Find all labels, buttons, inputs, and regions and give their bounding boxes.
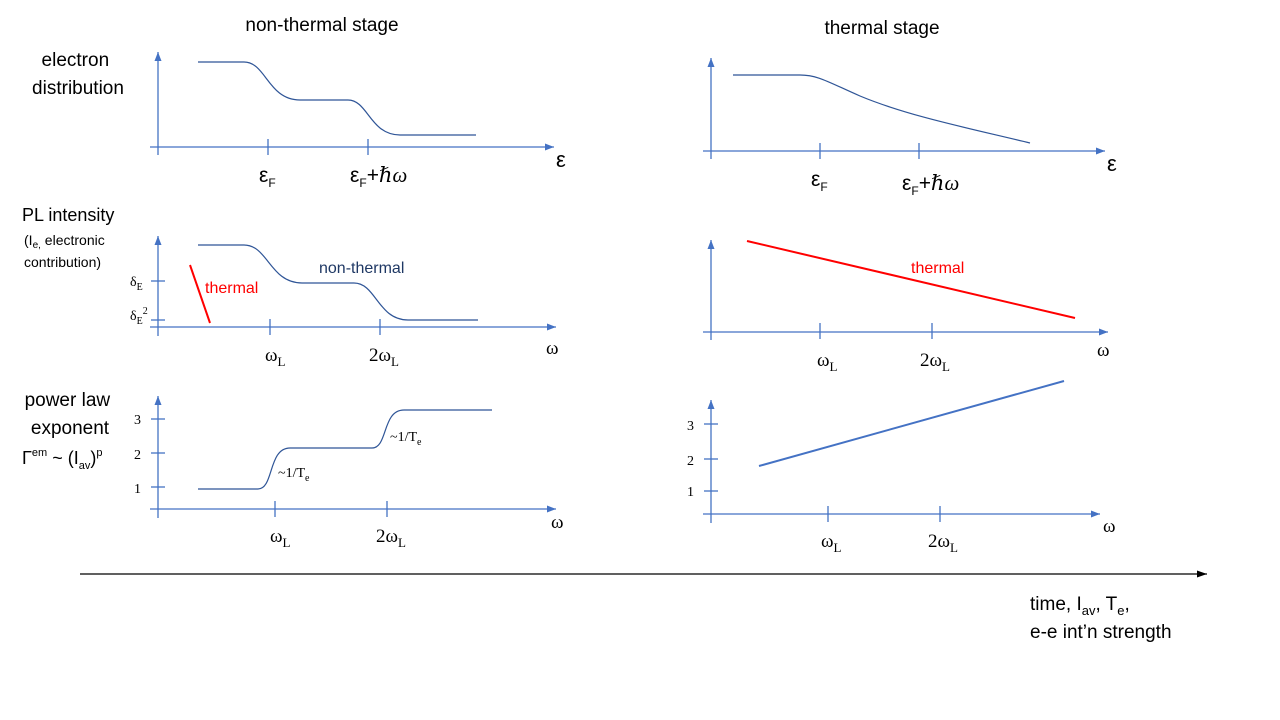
label-inv-te-2: ~1/Te xyxy=(390,430,422,448)
power-law-line xyxy=(758,380,1065,467)
timeline-label-line2: e-e int’n strength xyxy=(1030,622,1172,643)
label-thermal: thermal xyxy=(911,260,964,277)
power-law-formula: Γem ~ (Iav)p xyxy=(22,447,102,472)
x-axis-symbol: ε xyxy=(556,147,566,172)
label-omega-l: ωL xyxy=(265,345,286,369)
tick-label-1: 1 xyxy=(134,482,141,497)
row-label-power-law: power law exponent xyxy=(25,390,116,439)
row-label-pl-intensity-sub2: contribution) xyxy=(24,254,101,270)
tick-label-3: 3 xyxy=(134,413,141,428)
label-inv-te-1: ~1/Te xyxy=(278,466,310,484)
panel-pl-intensity-nonthermal: non-thermal thermal δE δE2 ω ωL 2ωL xyxy=(130,236,559,369)
label-thermal: thermal xyxy=(205,280,258,297)
panel-electron-distribution-thermal: ε εF εF+ℏω xyxy=(703,58,1117,198)
x-axis-symbol: ω xyxy=(551,512,564,533)
pl-nonthermal-curve xyxy=(198,244,478,321)
row-label-pl-intensity: PL intensity xyxy=(22,205,114,225)
x-axis-symbol: ε xyxy=(1107,151,1117,176)
label-eps-f: εF xyxy=(811,168,828,194)
timeline-label-line1: time, Iav, Te, xyxy=(1030,594,1130,618)
row-label-electron-distribution: electron distribution xyxy=(32,50,124,99)
row-label-pl-intensity-sub1: (Ie, electronic xyxy=(24,232,105,251)
power-law-curve xyxy=(198,409,492,490)
pl-thermal-line xyxy=(746,240,1076,319)
distribution-curve xyxy=(733,74,1031,144)
pl-thermal-line xyxy=(189,264,211,324)
tick-label-2: 2 xyxy=(134,448,141,463)
x-axis-symbol: ω xyxy=(546,338,559,359)
label-delta-e: δE xyxy=(130,275,143,293)
label-2omega-l: 2ωL xyxy=(920,350,950,374)
tick-label-1: 1 xyxy=(687,485,694,500)
panel-power-law-thermal: 1 2 3 ω ωL 2ωL xyxy=(687,380,1116,555)
left-column-title: non-thermal stage xyxy=(245,15,398,36)
panel-pl-intensity-thermal: thermal ω ωL 2ωL xyxy=(703,240,1110,374)
label-2omega-l: 2ωL xyxy=(376,526,406,550)
timeline: time, Iav, Te, e-e int’n strength xyxy=(80,570,1207,643)
x-axis-symbol: ω xyxy=(1103,516,1116,537)
label-non-thermal: non-thermal xyxy=(319,260,404,277)
label-omega-l: ωL xyxy=(821,531,842,555)
label-omega-l: ωL xyxy=(817,350,838,374)
label-2omega-l: 2ωL xyxy=(928,531,958,555)
x-axis-symbol: ω xyxy=(1097,340,1110,361)
tick-label-3: 3 xyxy=(687,419,694,434)
label-eps-f-plus-hw: εF+ℏω xyxy=(350,163,407,190)
panel-electron-distribution-nonthermal: ε εF εF+ℏω xyxy=(150,52,566,190)
label-delta-e-squared: δE2 xyxy=(130,306,148,327)
label-2omega-l: 2ωL xyxy=(369,345,399,369)
label-eps-f: εF xyxy=(259,164,276,190)
distribution-curve xyxy=(198,61,476,136)
panel-power-law-nonthermal: 1 2 3 ~1/Te ~1/Te ω ωL 2ωL xyxy=(134,396,564,550)
right-column-title: thermal stage xyxy=(824,18,939,39)
label-eps-f-plus-hw: εF+ℏω xyxy=(902,171,959,198)
tick-label-2: 2 xyxy=(687,454,694,469)
label-omega-l: ωL xyxy=(270,526,291,550)
